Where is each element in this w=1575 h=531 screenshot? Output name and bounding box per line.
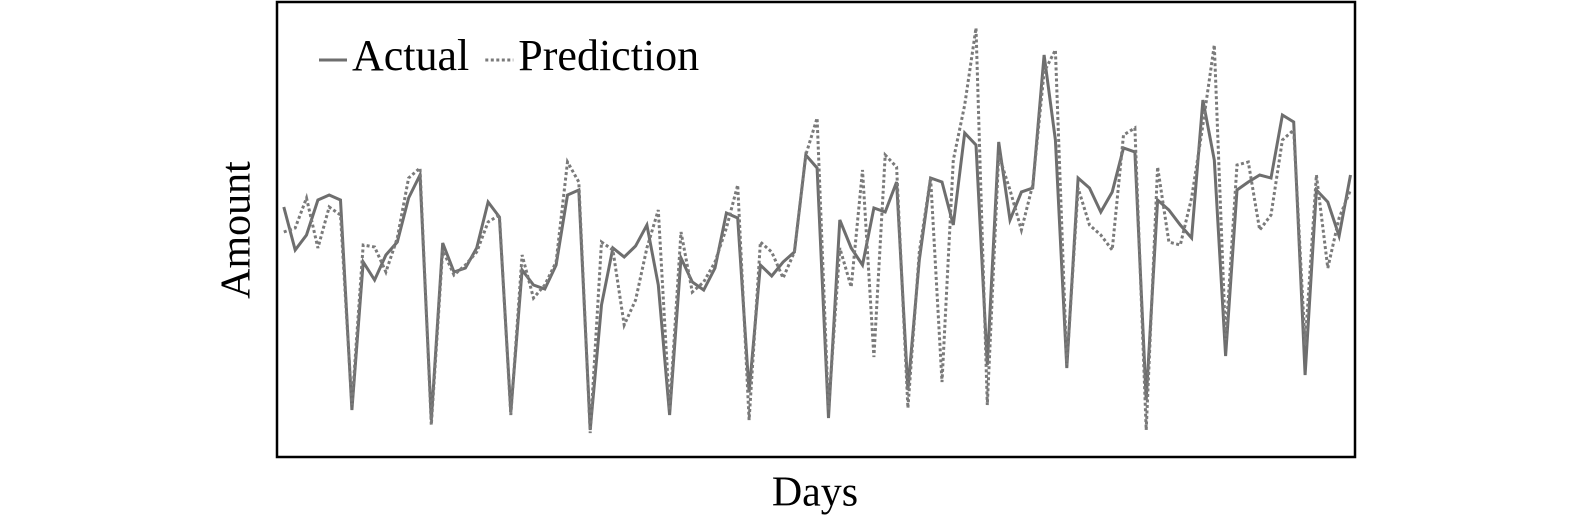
x-axis-label: Days bbox=[772, 470, 858, 516]
series-line bbox=[282, 54, 1352, 431]
legend-label: Prediction bbox=[518, 31, 699, 80]
legend-label: Actual bbox=[352, 31, 469, 80]
series-line bbox=[283, 27, 1352, 434]
plot-frame bbox=[275, 0, 1357, 459]
y-axis-label: Amount bbox=[214, 161, 260, 299]
